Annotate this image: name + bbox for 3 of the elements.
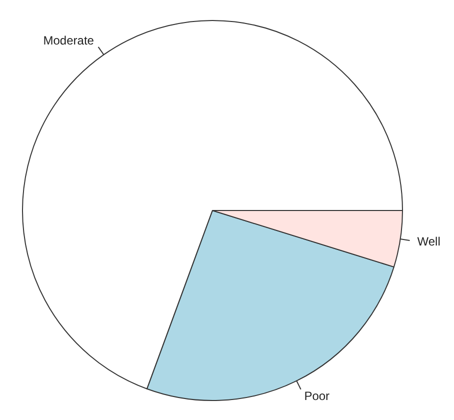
slice-label: Moderate: [43, 34, 94, 48]
slice-label: Poor: [304, 389, 330, 404]
slice-label: Well: [417, 234, 440, 249]
